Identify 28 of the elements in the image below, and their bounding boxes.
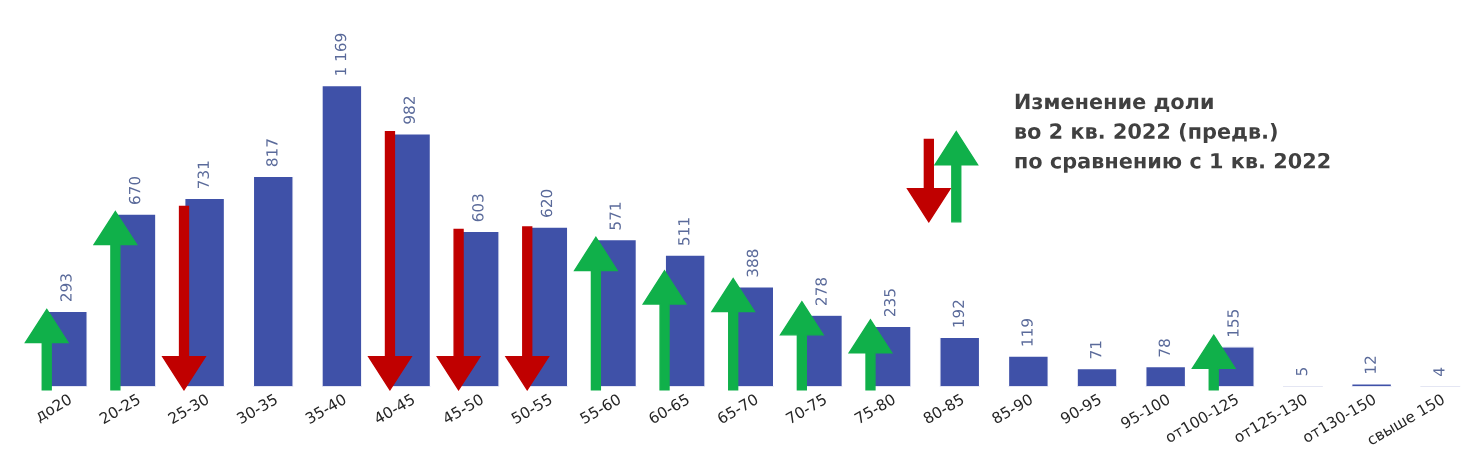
data-label: 278 xyxy=(815,277,827,305)
bar xyxy=(1145,365,1187,387)
data-label: 982 xyxy=(403,97,415,124)
data-label: 4 xyxy=(1433,367,1445,376)
data-label: 670 xyxy=(128,176,141,204)
data-label: 71 xyxy=(1090,341,1102,359)
data-label: 192 xyxy=(952,300,965,327)
data-label: 817 xyxy=(266,139,278,167)
data-label: 12 xyxy=(1364,356,1376,373)
data-label: 155 xyxy=(1227,309,1239,337)
bar xyxy=(939,336,981,387)
data-label: 620 xyxy=(540,189,553,217)
data-label: 603 xyxy=(472,194,484,222)
bar xyxy=(1007,355,1049,387)
data-label: 1 169 xyxy=(334,33,347,75)
bar xyxy=(321,84,363,387)
data-label: 119 xyxy=(1021,318,1033,346)
data-label: 571 xyxy=(609,202,621,230)
data-label: 78 xyxy=(1158,339,1171,357)
bar xyxy=(1076,367,1118,387)
data-label: 731 xyxy=(197,161,210,189)
data-label: 511 xyxy=(678,218,690,245)
data-label: 388 xyxy=(746,249,759,277)
bar xyxy=(252,175,294,387)
data-label: 5 xyxy=(1296,368,1308,376)
data-label: 235 xyxy=(883,289,896,317)
annotation: Изменение доли во 2 кв. 2022 (предв.) по сравнению с 1 кв. 2022 xyxy=(1015,93,1330,173)
data-label: 293 xyxy=(60,274,72,302)
